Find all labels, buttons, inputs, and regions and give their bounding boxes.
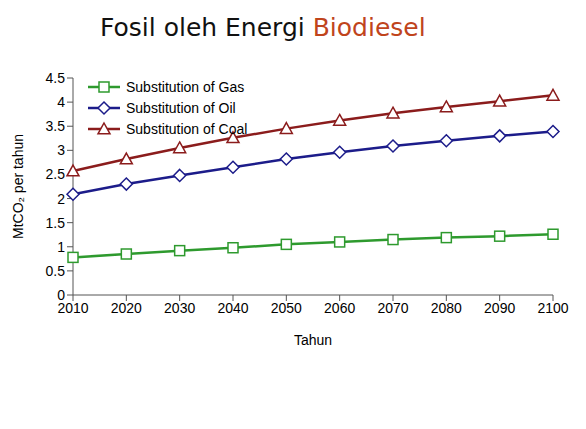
svg-text:4: 4 [57, 94, 65, 110]
svg-text:2070: 2070 [377, 300, 408, 316]
svg-text:3.5: 3.5 [46, 118, 66, 134]
svg-text:1.5: 1.5 [46, 215, 66, 231]
svg-text:0: 0 [57, 287, 65, 303]
svg-text:2090: 2090 [484, 300, 515, 316]
svg-text:0.5: 0.5 [46, 263, 66, 279]
svg-text:2080: 2080 [431, 300, 462, 316]
svg-text:2030: 2030 [164, 300, 195, 316]
svg-text:2040: 2040 [217, 300, 248, 316]
svg-text:Tahun: Tahun [294, 332, 332, 348]
html-text:Substitution of Gas: Substitution of Gas [126, 78, 245, 95]
svg-text:2020: 2020 [111, 300, 142, 316]
svg-text:1: 1 [57, 239, 65, 255]
svg-text:2.5: 2.5 [46, 166, 66, 182]
svg-text:MtCO₂ per tahun: MtCO₂ per tahun [10, 134, 26, 239]
svg-text:2: 2 [57, 191, 65, 207]
html-text:Fosil oleh Energi Biodiesel: Fosil oleh Energi Biodiesel [100, 13, 426, 42]
html-text:Substitution of Coal: Substitution of Coal [126, 120, 248, 137]
svg-text:2100: 2100 [537, 300, 568, 316]
svg-text:3: 3 [57, 142, 65, 158]
svg-text:2010: 2010 [57, 299, 89, 316]
svg-text:2060: 2060 [324, 300, 355, 316]
html-text:Substitution of Oil: Substitution of Oil [126, 99, 236, 116]
svg-text:4.5: 4.5 [46, 70, 66, 86]
svg-text:2050: 2050 [271, 300, 302, 316]
